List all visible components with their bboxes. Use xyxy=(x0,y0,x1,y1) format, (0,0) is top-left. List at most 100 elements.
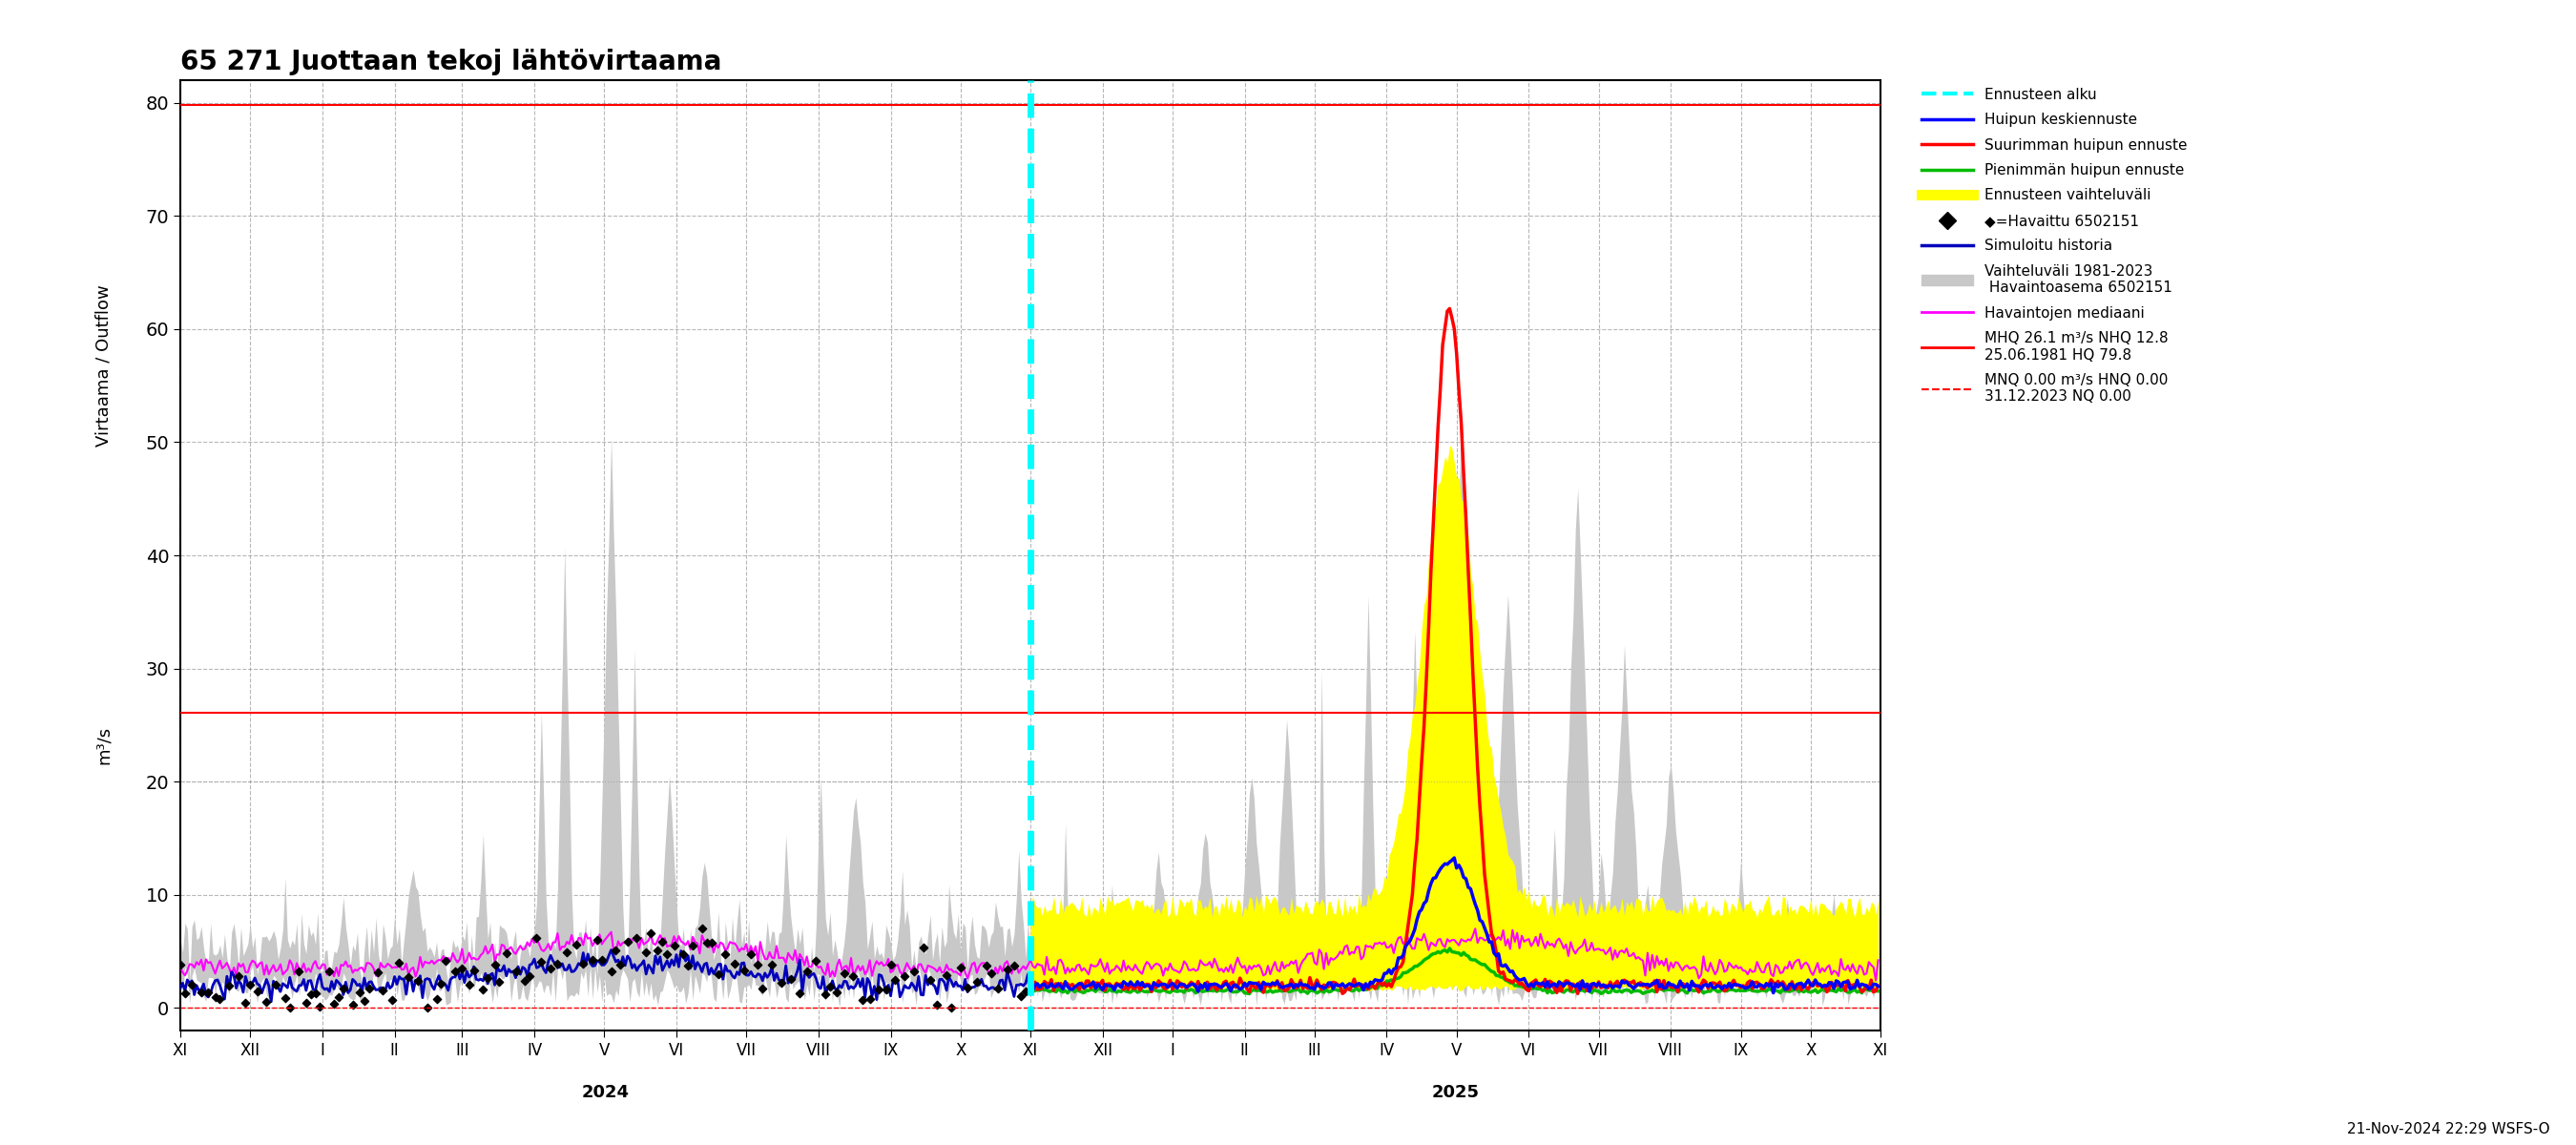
Point xyxy=(595,941,636,960)
Point xyxy=(278,962,319,980)
Point xyxy=(363,981,404,1000)
Point xyxy=(600,955,641,973)
Point xyxy=(198,989,240,1008)
Point xyxy=(562,954,603,972)
Point xyxy=(224,994,265,1012)
Point xyxy=(536,955,577,973)
Point xyxy=(196,988,237,1006)
Point xyxy=(415,990,456,1009)
Point xyxy=(742,979,783,997)
Point xyxy=(608,933,649,951)
Point xyxy=(976,979,1018,997)
Point xyxy=(425,951,466,970)
Point xyxy=(616,929,657,947)
Text: 2024: 2024 xyxy=(582,1083,629,1100)
Point xyxy=(209,977,250,995)
Point xyxy=(487,945,528,963)
Point xyxy=(994,956,1036,974)
Point xyxy=(778,984,819,1002)
Point xyxy=(917,996,958,1014)
Point xyxy=(626,943,667,962)
Point xyxy=(229,976,270,994)
Text: 65 271 Juottaan tekoj lähtövirtaama: 65 271 Juottaan tekoj lähtövirtaama xyxy=(180,48,721,76)
Point xyxy=(371,990,412,1009)
Point xyxy=(966,956,1007,974)
Point xyxy=(641,933,683,951)
Point xyxy=(925,966,966,985)
Point xyxy=(265,989,307,1008)
Point xyxy=(577,931,618,949)
Point xyxy=(683,919,724,938)
Point xyxy=(971,964,1012,982)
Point xyxy=(291,985,332,1003)
Point xyxy=(685,933,726,951)
Point xyxy=(255,976,296,994)
Point xyxy=(930,998,971,1017)
Point xyxy=(322,979,363,997)
Point xyxy=(160,955,201,973)
Point xyxy=(582,950,623,969)
Point xyxy=(786,963,827,981)
Point xyxy=(698,965,739,984)
Point xyxy=(317,987,358,1005)
Point xyxy=(466,969,507,987)
Point xyxy=(824,964,866,982)
Point xyxy=(453,961,495,979)
Point xyxy=(464,980,505,998)
Point xyxy=(505,972,546,990)
Point xyxy=(871,955,912,973)
Point xyxy=(268,998,309,1017)
Point xyxy=(850,989,891,1008)
Point xyxy=(520,953,562,971)
Point xyxy=(245,993,286,1011)
Point xyxy=(165,984,206,1002)
Point xyxy=(796,951,837,970)
Point xyxy=(948,979,989,997)
Point xyxy=(474,956,515,974)
Text: 21-Nov-2024 22:29 WSFS-O: 21-Nov-2024 22:29 WSFS-O xyxy=(2347,1122,2550,1136)
Point xyxy=(662,945,703,963)
Point xyxy=(531,960,572,978)
Text: Virtaama / Outflow: Virtaama / Outflow xyxy=(95,284,113,447)
Point xyxy=(397,971,438,989)
Point xyxy=(737,955,778,973)
Legend: Ennusteen alku, Huipun keskiennuste, Suurimman huipun ennuste, Pienimmän huipun : Ennusteen alku, Huipun keskiennuste, Suu… xyxy=(1922,87,2187,404)
Point xyxy=(884,966,925,985)
Point xyxy=(379,954,420,972)
Point xyxy=(332,995,374,1013)
Point xyxy=(435,963,477,981)
Point xyxy=(999,987,1041,1005)
Point xyxy=(667,957,708,976)
Point xyxy=(714,955,755,973)
Point xyxy=(294,985,335,1003)
Point xyxy=(987,961,1028,979)
Point xyxy=(348,980,389,998)
Point xyxy=(902,939,943,957)
Point xyxy=(495,962,536,980)
Point xyxy=(842,990,884,1009)
Point xyxy=(760,973,801,992)
Point xyxy=(314,995,355,1013)
Point xyxy=(770,970,811,988)
Point xyxy=(690,933,732,951)
Point xyxy=(636,941,677,960)
Point xyxy=(343,992,384,1010)
Point xyxy=(858,981,899,1000)
Point xyxy=(389,968,430,986)
Point xyxy=(706,945,747,963)
Point xyxy=(752,956,793,974)
Point xyxy=(479,973,520,992)
Point xyxy=(448,976,489,994)
Point xyxy=(299,997,340,1016)
Point xyxy=(237,982,278,1001)
Point xyxy=(647,945,688,963)
Point xyxy=(631,924,672,942)
Point xyxy=(909,971,951,989)
Point xyxy=(832,968,873,986)
Point xyxy=(572,951,613,970)
Point xyxy=(407,998,448,1017)
Point xyxy=(286,994,327,1012)
Point xyxy=(173,976,214,994)
Point xyxy=(1005,982,1046,1001)
Point xyxy=(876,970,917,988)
